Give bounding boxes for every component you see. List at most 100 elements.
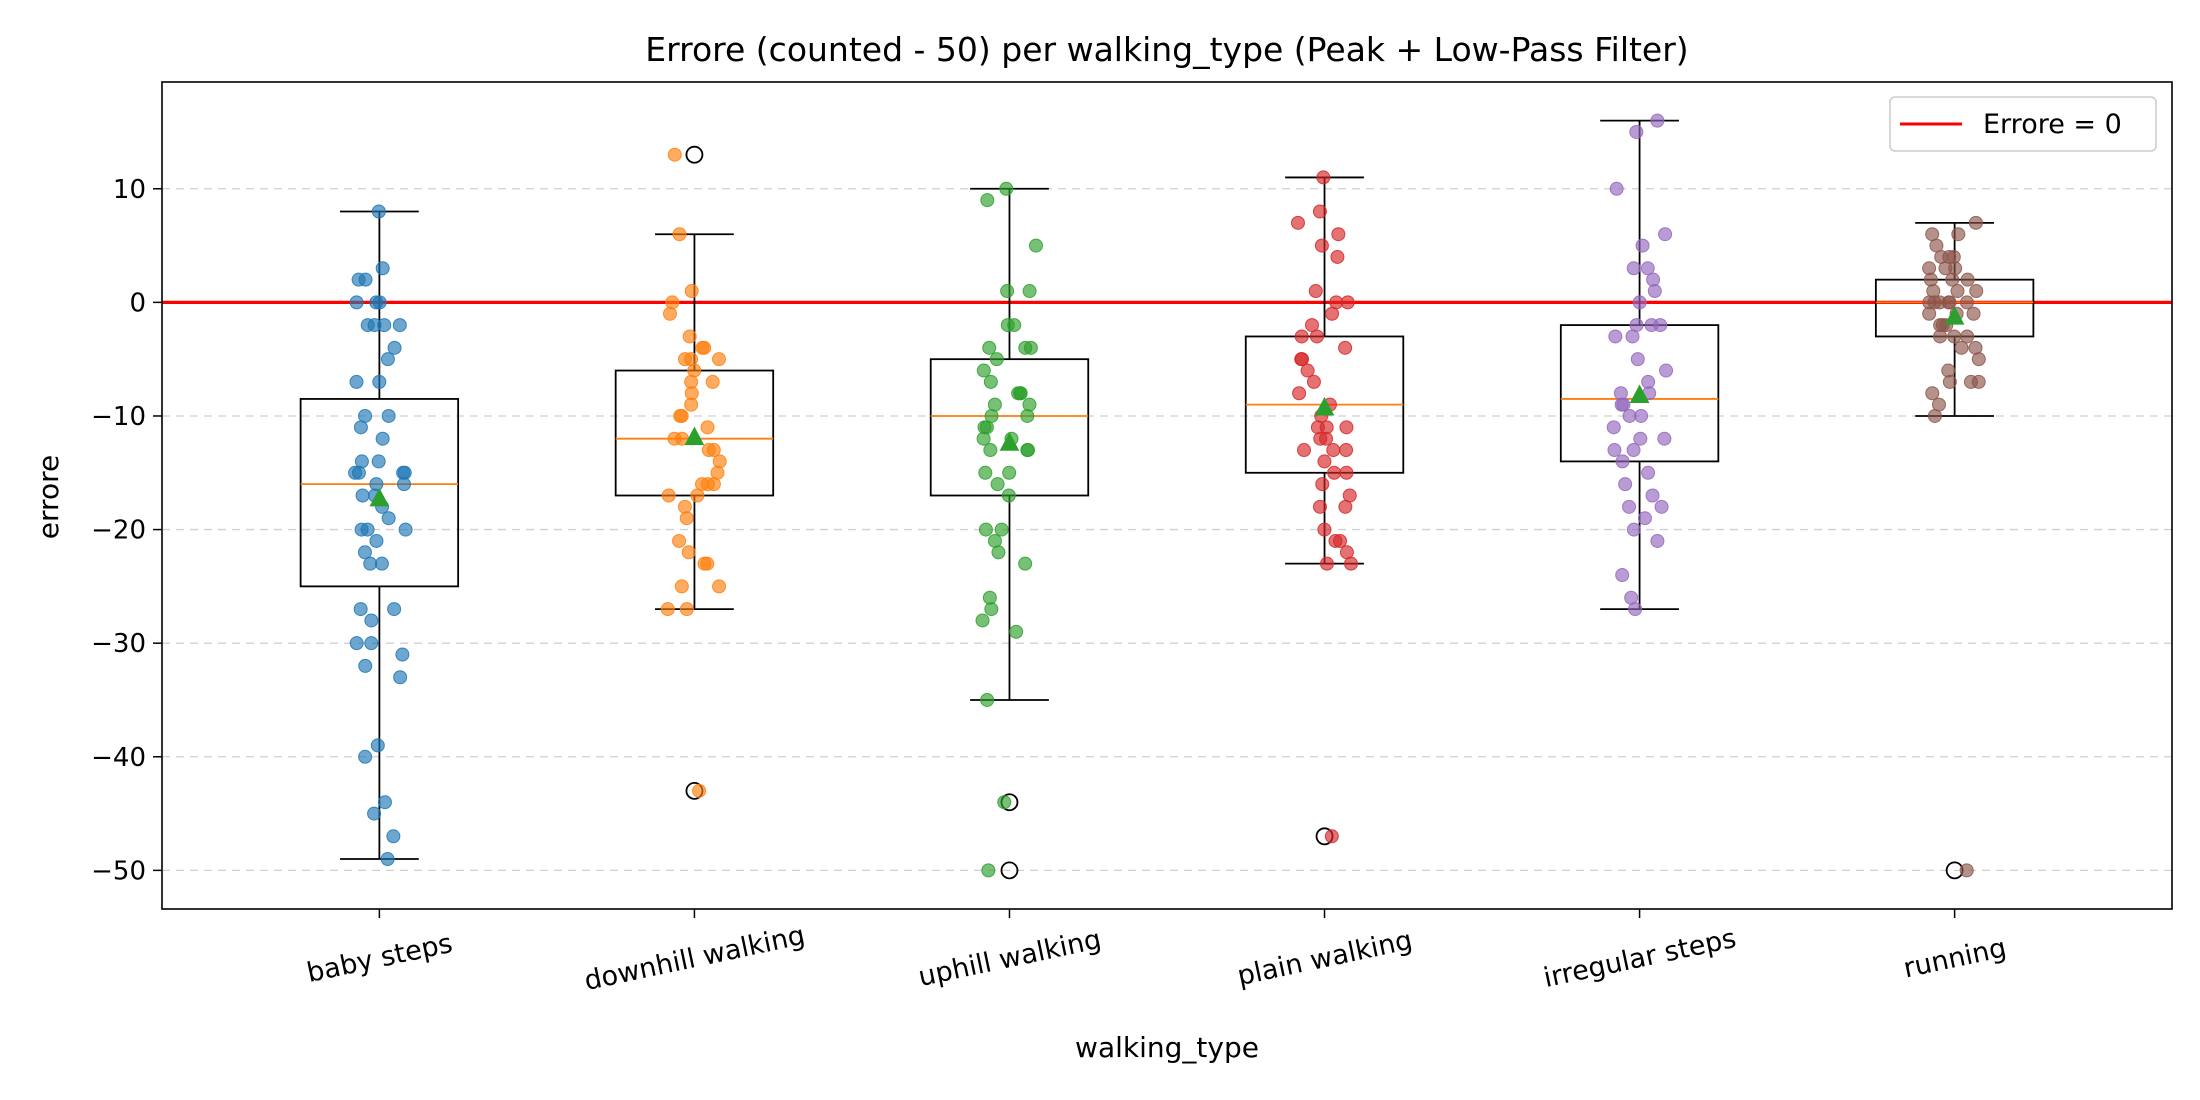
data-point [690, 488, 705, 503]
data-point [372, 374, 387, 389]
data-point [1000, 284, 1015, 299]
data-point [1922, 306, 1937, 321]
data-point [1963, 374, 1978, 389]
data-point [1960, 272, 1975, 287]
data-point [381, 408, 396, 423]
data-point [372, 295, 387, 310]
chart-title: Errore (counted - 50) per walking_type (… [645, 30, 1688, 69]
data-point [1023, 340, 1038, 355]
data-point [989, 352, 1004, 367]
data-point [1615, 454, 1630, 469]
data-point [1028, 238, 1043, 253]
data-point [367, 806, 382, 821]
y-axis: −50 −40 −30 −20 −10 0 10 [91, 175, 162, 886]
data-point [999, 181, 1014, 196]
data-point [1325, 306, 1340, 321]
data-point [677, 499, 692, 514]
data-point [386, 829, 401, 844]
data-point [1607, 443, 1622, 458]
data-point [991, 545, 1006, 560]
data-point [1290, 215, 1305, 230]
data-point [1009, 624, 1024, 639]
data-point [1959, 863, 1974, 878]
data-point [1292, 386, 1307, 401]
data-point [381, 511, 396, 526]
data-point [980, 193, 995, 208]
data-point [672, 533, 687, 548]
data-point [1001, 488, 1016, 503]
data-point [692, 783, 707, 798]
data-point [1294, 329, 1309, 344]
data-point [1339, 443, 1354, 458]
data-point [1333, 533, 1348, 548]
data-point [1338, 499, 1353, 514]
data-point [1317, 454, 1332, 469]
data-point [1338, 340, 1353, 355]
data-point [371, 204, 386, 219]
data-point [1330, 249, 1345, 264]
x-axis-label: walking_type [1075, 1031, 1259, 1064]
data-point [1315, 477, 1330, 492]
data-point [1629, 124, 1644, 139]
data-point [1658, 227, 1673, 242]
plot-frame [161, 81, 2173, 910]
data-point [1641, 465, 1656, 480]
data-point [665, 295, 680, 310]
data-point [661, 488, 676, 503]
data-point [370, 738, 385, 753]
data-points [348, 113, 1986, 878]
data-point [349, 374, 364, 389]
data-point [1626, 443, 1641, 458]
data-point [1606, 420, 1621, 435]
data-point [983, 374, 998, 389]
data-point [1309, 329, 1324, 344]
data-point [982, 340, 997, 355]
data-point [1300, 363, 1315, 378]
data-point [1022, 284, 1037, 299]
data-point [396, 477, 411, 492]
data-point [700, 556, 715, 571]
data-point [990, 477, 1005, 492]
data-point [1297, 443, 1312, 458]
outlier-marker [1000, 861, 1019, 880]
data-point [1312, 204, 1327, 219]
data-point [667, 147, 682, 162]
data-point [353, 420, 368, 435]
data-point [1331, 227, 1346, 242]
data-point [1022, 397, 1037, 412]
data-point [1327, 465, 1342, 480]
data-point [1632, 295, 1647, 310]
data-point [1011, 386, 1026, 401]
data-point [1635, 238, 1650, 253]
data-point [1313, 431, 1328, 446]
data-point [358, 272, 373, 287]
data-point [353, 602, 368, 617]
data-point [1000, 318, 1015, 333]
data-point [700, 420, 715, 435]
data-point [1312, 499, 1327, 514]
y-axis-label: errore [32, 455, 65, 539]
data-point [1959, 295, 1974, 310]
outlier-marker [685, 145, 704, 164]
data-point [387, 340, 402, 355]
data-point [673, 408, 688, 423]
y-tick-label: 0 [129, 288, 146, 318]
data-point [1644, 318, 1659, 333]
data-point [1339, 420, 1354, 435]
data-point [978, 465, 993, 480]
data-point [1942, 374, 1957, 389]
data-point [1319, 556, 1334, 571]
data-point [349, 636, 364, 651]
data-point [1608, 329, 1623, 344]
data-point [672, 227, 687, 242]
y-tick-label: −30 [91, 629, 146, 659]
data-point [1343, 556, 1358, 571]
data-point [1314, 238, 1329, 253]
data-point [1969, 284, 1984, 299]
data-point [978, 522, 993, 537]
data-point [1326, 443, 1341, 458]
data-point [976, 363, 991, 378]
data-point [1618, 477, 1633, 492]
mean-marker [369, 487, 390, 507]
data-point [363, 556, 378, 571]
